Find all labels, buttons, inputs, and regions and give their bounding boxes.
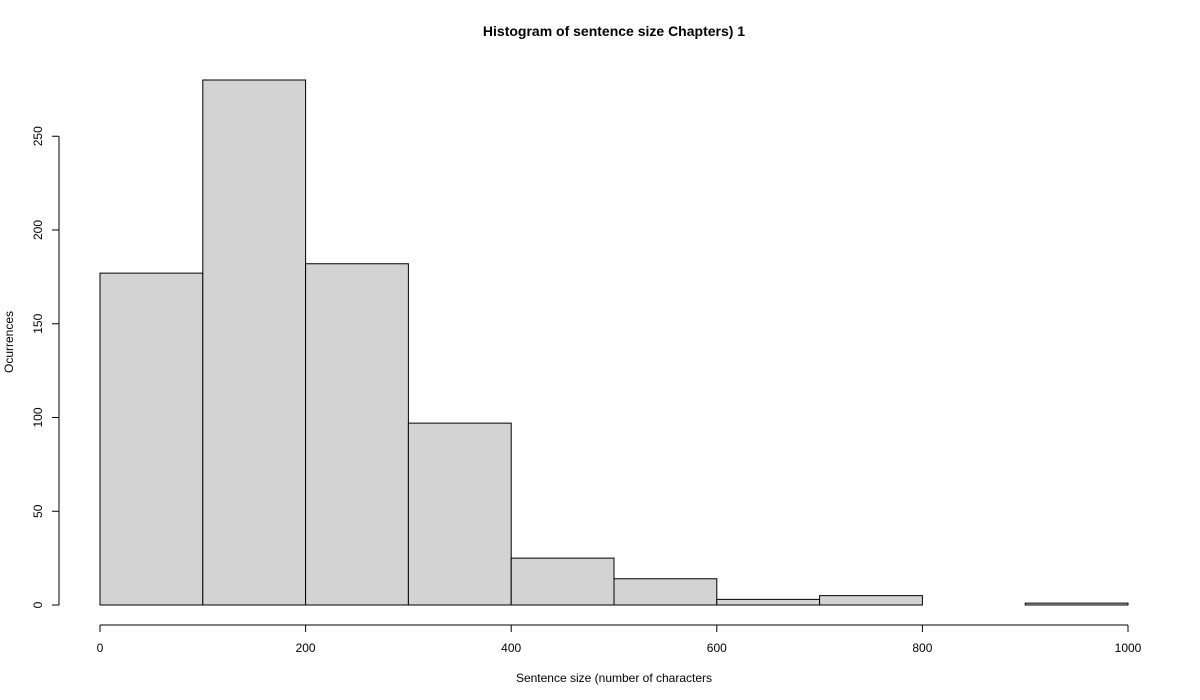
histogram-bar-0: [99, 272, 204, 606]
x-tick-label-0: 0: [97, 641, 104, 655]
x-tick-label-200: 200: [296, 641, 316, 655]
chart-title: Histogram of sentence size Chapters) 1: [483, 23, 745, 39]
histogram-bar-7: [819, 595, 923, 606]
x-axis: 0 200 400 600 800 1000: [97, 624, 1142, 655]
x-tick-label-400: 400: [501, 641, 521, 655]
y-tick-label-50: 50: [31, 504, 45, 518]
histogram-bar-6: [716, 598, 821, 606]
y-axis-label: Ocurrences: [2, 311, 16, 373]
histogram-bar-9: [1024, 602, 1129, 606]
y-tick-label-250: 250: [31, 126, 45, 146]
histogram-bar-3: [407, 422, 512, 606]
x-tick-label-600: 600: [707, 641, 727, 655]
y-tick-label-150: 150: [31, 313, 45, 333]
histogram-bar-4: [510, 557, 615, 606]
y-tick-label-100: 100: [31, 407, 45, 427]
x-tick-label-800: 800: [912, 641, 932, 655]
histogram-bar-5: [613, 578, 718, 606]
bars-group: [99, 79, 1129, 606]
y-axis: 0 50 100 150 200 250: [31, 126, 60, 608]
x-axis-label: Sentence size (number of characters: [516, 671, 712, 685]
y-tick-label-0: 0: [31, 601, 45, 608]
x-tick-label-1000: 1000: [1115, 641, 1142, 655]
histogram-bar-2: [305, 263, 409, 606]
y-tick-label-200: 200: [31, 220, 45, 240]
histogram-bar-1: [202, 79, 307, 606]
